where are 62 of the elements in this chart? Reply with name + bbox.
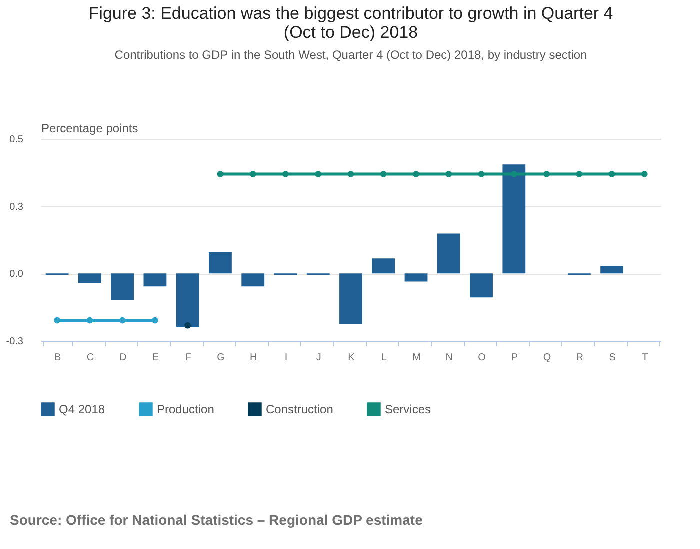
point <box>152 317 158 324</box>
legend-label: Services <box>385 402 432 416</box>
bar <box>242 274 265 287</box>
y-axis-title: Percentage points <box>42 122 138 136</box>
point <box>86 317 94 324</box>
bar <box>209 252 232 274</box>
x-tick-label: K <box>348 352 356 364</box>
x-tick-label: P <box>511 352 518 364</box>
y-tick-label: -0.3 <box>6 336 24 348</box>
x-tick-label: Q <box>543 352 552 364</box>
point <box>282 171 289 178</box>
bar <box>437 234 460 274</box>
point <box>250 171 256 178</box>
bar <box>111 274 134 300</box>
x-tick-label: O <box>478 352 486 364</box>
x-tick-label: J <box>316 352 322 364</box>
point <box>413 171 420 178</box>
chart-subtitle: Contributions to GDP in the South West, Quarter 4 (Oct to Dec) 2018, by industry section <box>114 48 588 62</box>
x-tick-label: B <box>54 352 62 364</box>
x-tick-label: R <box>576 352 584 364</box>
y-tick-label: 0.3 <box>10 202 24 213</box>
x-tick-label: E <box>152 352 160 364</box>
x-tick-label: S <box>609 352 616 364</box>
bar <box>502 164 526 274</box>
bar <box>600 266 624 274</box>
point <box>478 171 485 178</box>
bar <box>372 258 396 274</box>
x-tick-label: L <box>381 352 388 364</box>
point <box>315 171 322 178</box>
x-tick-label: D <box>119 352 127 364</box>
point <box>348 171 354 178</box>
point <box>608 171 616 178</box>
point <box>217 171 224 178</box>
x-tick-label: G <box>217 352 226 364</box>
x-tick-label: I <box>284 352 288 364</box>
point <box>119 317 126 324</box>
point <box>446 171 452 178</box>
x-tick-label: T <box>642 352 648 364</box>
legend-label: Production <box>157 402 214 416</box>
bar <box>176 274 200 327</box>
bar <box>470 274 493 298</box>
bar <box>404 274 428 282</box>
bar <box>340 274 362 324</box>
bar <box>78 274 102 284</box>
point <box>642 171 648 178</box>
point <box>510 171 518 178</box>
legend-label: Construction <box>266 402 334 416</box>
x-tick-label: C <box>86 352 94 364</box>
point <box>544 171 550 178</box>
point <box>576 171 583 178</box>
x-tick-label: F <box>185 352 192 364</box>
x-tick-label: H <box>250 352 258 364</box>
point <box>54 317 60 324</box>
bar <box>144 274 167 287</box>
chart-title: Figure 3: Education was the biggest contributor to growth in Quarter 4 (Oct to Dec) 2018 <box>88 4 614 42</box>
x-tick-label: M <box>412 352 421 364</box>
y-tick-label: 0.5 <box>10 134 24 146</box>
legend-label: Q4 2018 <box>59 402 106 416</box>
source-note: Source: Office for National Statistics – Regional GDP estimate <box>10 512 423 528</box>
y-tick-label: 0.0 <box>10 269 24 280</box>
point <box>380 171 387 178</box>
x-tick-label: N <box>446 352 454 364</box>
